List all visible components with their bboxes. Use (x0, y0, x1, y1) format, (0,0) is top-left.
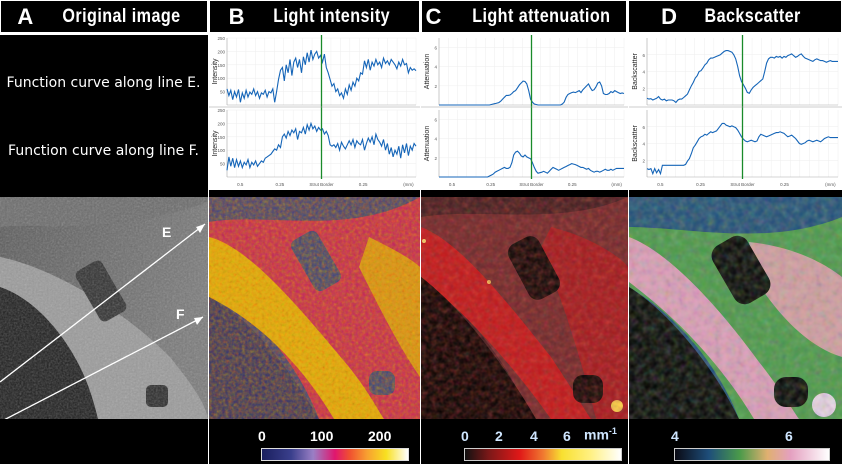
y-tick-label: 150 (217, 63, 225, 68)
backscatter-cbar-tick-0: 4 (671, 428, 679, 444)
backscatter-map (629, 197, 842, 419)
column-d: 2 4 6 Backscatter 2 4 6 Backscatter 0.5 0.25 Strut… (629, 35, 842, 464)
chart-intensity-F: 50 100 150 200 250 Intensity (212, 107, 417, 179)
y-axis-label: Backscatter (632, 125, 639, 162)
y-tick-label: 2 (642, 86, 645, 91)
intensity-colorbar (261, 448, 409, 461)
x-tick-label: 0.25 (568, 182, 577, 187)
intensity-cbar-tick-2: 200 (368, 428, 392, 444)
attenuation-cbar-tick-2: 4 (530, 428, 538, 444)
header-c: C Light attenuation (422, 1, 626, 32)
arrow-head-e-icon (196, 224, 205, 233)
y-tick-label: 50 (220, 90, 226, 95)
header-a-letter: A (17, 3, 34, 29)
y-axis-label: Intensity (212, 130, 219, 157)
attenuation-unit-exp: -1 (608, 426, 617, 436)
x-tick-label: 0.5 (237, 182, 244, 187)
y-tick-label: 6 (642, 53, 645, 58)
intensity-map (209, 197, 420, 419)
header-b-letter: B (228, 3, 246, 29)
chart-background (209, 35, 420, 190)
y-tick-label: 200 (217, 121, 225, 126)
x-tick-label: 0.5 (449, 182, 456, 187)
y-axis-label: Attenuation (424, 126, 431, 162)
y-tick-label: 50 (220, 162, 226, 167)
attenuation-cbar-unit: mm-1 (584, 426, 617, 443)
x-tick-label: 0.25 (486, 182, 495, 187)
intensity-cbar-tick-0: 0 (258, 428, 266, 444)
x-tick-label: Strut Border (519, 182, 544, 187)
annotation-f: F (176, 306, 185, 322)
attenuation-unit-base: mm (584, 426, 609, 443)
x-tick-label: 0.5 (657, 182, 664, 187)
y-tick-label: 6 (642, 125, 645, 130)
y-tick-label: 100 (217, 148, 225, 153)
chart-background (421, 35, 628, 190)
header-d: D Backscatter (629, 1, 841, 32)
x-tick-label: 0.25 (696, 182, 705, 187)
intensity-charts: 50100150200250Intensity50100150200250Int… (209, 35, 420, 190)
attenuation-cbar-tick-3: 6 (563, 428, 571, 444)
y-tick-label: 2 (434, 156, 437, 161)
y-tick-label: 4 (434, 65, 437, 70)
y-tick-label: 4 (434, 137, 437, 142)
header-c-letter: C (425, 3, 442, 29)
header-d-title: Backscatter (704, 5, 801, 27)
x-tick-label: (mm) (403, 182, 414, 187)
chart-intensity-E: 50 100 150 200 250 Intensity (212, 35, 417, 107)
y-tick-label: 250 (217, 108, 225, 113)
y-tick-label: 150 (217, 135, 225, 140)
arrow-head-f-icon (194, 317, 203, 325)
label-line-f: Function curve along line F. (8, 143, 199, 159)
y-tick-label: 100 (217, 76, 225, 81)
column-c: 2 4 6 Attenuation 2 4 6 Attenuation 0.5 0.25 Strut… (421, 35, 628, 464)
y-tick-label: 4 (642, 142, 645, 147)
original-oct-image: E F (0, 197, 208, 419)
attenuation-cbar-tick-1: 2 (495, 428, 503, 444)
y-tick-label: 2 (642, 158, 645, 163)
attenuation-map (421, 197, 628, 419)
x-tick-label: 0.25 (359, 182, 368, 187)
y-tick-label: 250 (217, 36, 225, 41)
header-a-title: Original image (62, 5, 181, 27)
y-axis-label: Intensity (212, 58, 219, 85)
column-a: Function curve along line E. Function cu… (0, 35, 208, 464)
y-tick-label: 200 (217, 49, 225, 54)
label-line-e: Function curve along line E. (6, 75, 201, 91)
y-tick-label: 2 (434, 84, 437, 89)
annotation-e: E (162, 224, 171, 240)
line-f (4, 316, 204, 419)
x-tick-label: Strut Border (309, 182, 334, 187)
line-e (0, 223, 206, 383)
y-tick-label: 4 (642, 70, 645, 75)
x-tick-label: (mm) (611, 182, 622, 187)
y-tick-label: 6 (434, 46, 437, 51)
y-axis-label: Attenuation (424, 54, 431, 90)
header-d-letter: D (661, 3, 678, 29)
backscatter-colorbar (674, 448, 830, 461)
y-tick-label: 6 (434, 118, 437, 123)
x-tick-label: Strut Border (730, 182, 755, 187)
header-b: B Light intensity (210, 1, 419, 32)
header-b-title: Light intensity (273, 5, 391, 27)
chart-background (629, 35, 842, 190)
x-tick-label: (mm) (825, 182, 836, 187)
attenuation-cbar-tick-0: 0 (461, 428, 469, 444)
y-axis-label: Backscatter (632, 53, 639, 90)
column-b: 50 100 150 200 250 Intensity 50 100 150 200 250 Int… (209, 35, 420, 464)
header-c-title: Light attenuation (472, 5, 611, 27)
x-tick-label: 0.25 (780, 182, 789, 187)
backscatter-cbar-tick-1: 6 (785, 428, 793, 444)
x-tick-label: 0.25 (276, 182, 285, 187)
intensity-cbar-tick-1: 100 (310, 428, 334, 444)
attenuation-colorbar (464, 448, 622, 461)
header-a: A Original image (1, 1, 207, 32)
